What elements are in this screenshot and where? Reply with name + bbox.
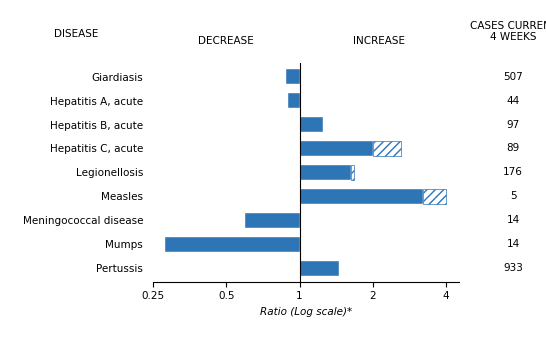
Text: 176: 176 <box>503 168 523 177</box>
Bar <box>423 189 446 204</box>
Bar <box>300 117 323 132</box>
Text: 89: 89 <box>507 144 520 153</box>
Bar <box>246 213 300 228</box>
Bar <box>288 93 300 108</box>
Bar <box>300 189 423 204</box>
Bar <box>351 165 354 180</box>
Text: CASES CURRENT
4 WEEKS: CASES CURRENT 4 WEEKS <box>470 21 546 42</box>
Text: 97: 97 <box>507 120 520 130</box>
Bar <box>300 261 339 276</box>
Bar <box>165 237 300 252</box>
Text: DECREASE: DECREASE <box>198 36 254 46</box>
Text: 14: 14 <box>507 239 520 250</box>
Text: 5: 5 <box>510 191 517 201</box>
Text: INCREASE: INCREASE <box>353 36 405 46</box>
Bar <box>300 141 373 156</box>
Text: 14: 14 <box>507 215 520 225</box>
Bar <box>286 69 300 84</box>
Text: DISEASE: DISEASE <box>54 29 99 39</box>
Bar <box>300 165 351 180</box>
Text: 933: 933 <box>503 263 523 274</box>
Bar <box>373 141 401 156</box>
Text: 507: 507 <box>503 71 523 82</box>
Text: 44: 44 <box>507 95 520 106</box>
X-axis label: Ratio (Log scale)*: Ratio (Log scale)* <box>260 307 352 317</box>
